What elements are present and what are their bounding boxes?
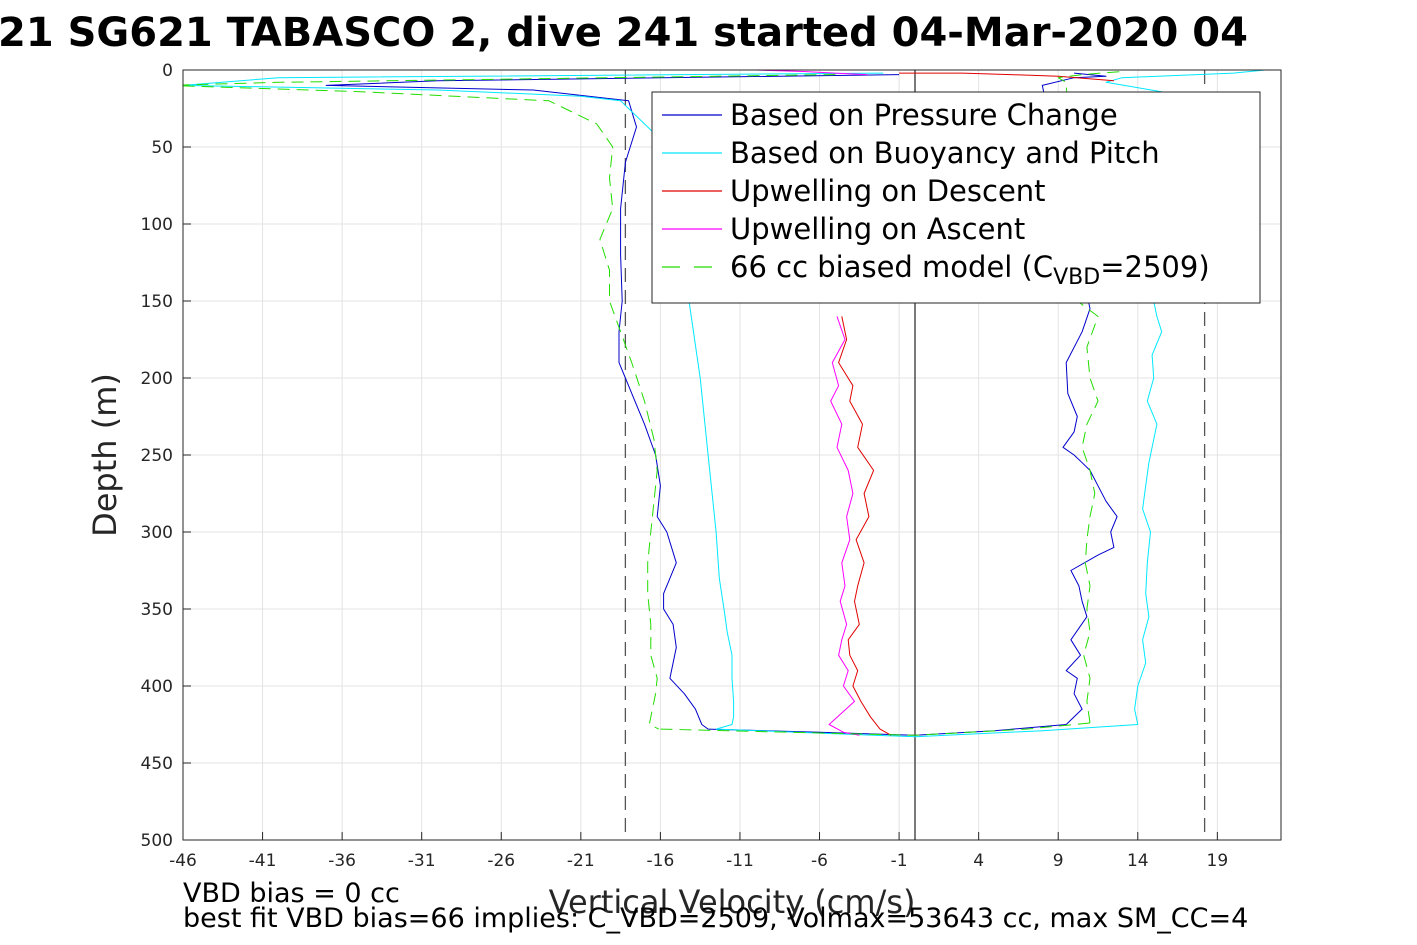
y-tick-label-6: 300 [141,523,173,543]
series-2 [838,72,1114,736]
y-tick-label-10: 500 [141,831,173,851]
series-3 [708,70,868,736]
series-4-profile-1 [660,722,1091,736]
series-0-profile-0 [325,74,900,730]
x-tick-label-12: 14 [1127,851,1149,871]
x-tick-label-5: -21 [567,851,595,871]
series-0-profile-2 [1041,72,1118,725]
y-tick-label-0: 0 [162,61,173,81]
series-3-profile-0 [828,316,860,736]
legend-label-1: Based on Buoyancy and Pitch [730,136,1160,170]
x-tick-label-9: -1 [891,851,908,871]
x-tick-label-8: -6 [811,851,828,871]
x-tick-label-7: -11 [726,851,754,871]
y-tick-label-9: 450 [141,754,173,774]
y-tick-label-4: 200 [141,369,173,389]
x-tick-label-3: -31 [408,851,436,871]
x-tick-label-11: 9 [1053,851,1064,871]
x-axis-ticks: -46 -41 -36 -31 -26 -21 -16 -11 -6 -1 4 9 14 19 [169,832,1228,871]
x-tick-label-10: 4 [973,851,984,871]
chart-title: 21 SG621 TABASCO 2, dive 241 started 04-… [0,10,1248,56]
y-tick-label-7: 350 [141,600,173,620]
x-axis-label: Vertical Velocity (cm/s) [549,883,916,921]
y-tick-label-8: 400 [141,677,173,697]
legend: Based on Pressure Change Based on Buoyanc… [651,91,1261,304]
x-tick-label-1: -41 [249,851,277,871]
legend-label-0: Based on Pressure Change [730,98,1118,132]
x-tick-label-0: -46 [169,851,197,871]
y-tick-label-2: 100 [141,215,173,235]
series-4-profile-0 [183,74,836,730]
note-vbd-bias: VBD bias = 0 cc [183,878,400,909]
series-1-profile-0 [183,72,884,730]
series-1-profile-2 [1105,70,1266,725]
series-2-profile-1 [899,72,1114,82]
y-axis-ticks: 0 50 100 150 200 250 300 350 400 450 500 [141,61,191,851]
legend-label-3: Upwelling on Ascent [730,212,1025,246]
x-tick-label-4: -26 [487,851,515,871]
legend-label-2: Upwelling on Descent [730,174,1046,208]
legend-label-subscript-4: VBD [1053,265,1100,290]
note-best-fit: best fit VBD bias=66 implies: C_VBD=2509… [183,903,1248,934]
legend-label-suffix-4: =2509) [1100,250,1209,284]
y-tick-label-3: 150 [141,292,173,312]
legend-label-4: 66 cc biased model (CVBD=2509) [730,250,1210,290]
legend-box [651,91,1261,304]
series-2-profile-0 [838,316,892,736]
x-tick-label-6: -16 [647,851,675,871]
series-layer [183,70,1266,738]
y-tick-label-5: 250 [141,446,173,466]
x-tick-label-13: 19 [1207,851,1229,871]
series-3-profile-1 [708,70,868,76]
y-axis-label: Depth (m) [86,373,124,537]
y-tick-label-1: 50 [151,138,173,158]
x-tick-label-2: -36 [328,851,356,871]
